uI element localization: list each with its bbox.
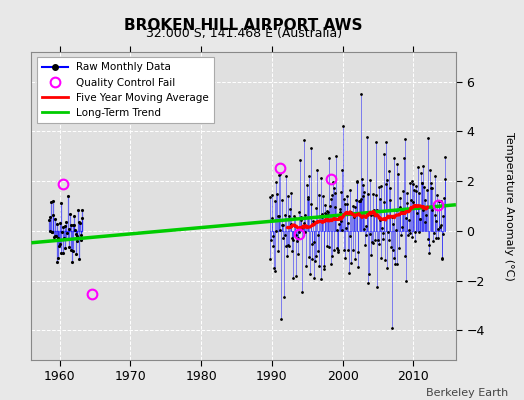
Text: 32.000 S, 141.468 E (Australia): 32.000 S, 141.468 E (Australia): [146, 27, 342, 40]
Y-axis label: Temperature Anomaly (°C): Temperature Anomaly (°C): [504, 132, 514, 280]
Text: Berkeley Earth: Berkeley Earth: [426, 388, 508, 398]
Title: BROKEN HILL AIRPORT AWS: BROKEN HILL AIRPORT AWS: [124, 18, 363, 33]
Legend: Raw Monthly Data, Quality Control Fail, Five Year Moving Average, Long-Term Tren: Raw Monthly Data, Quality Control Fail, …: [37, 57, 214, 123]
